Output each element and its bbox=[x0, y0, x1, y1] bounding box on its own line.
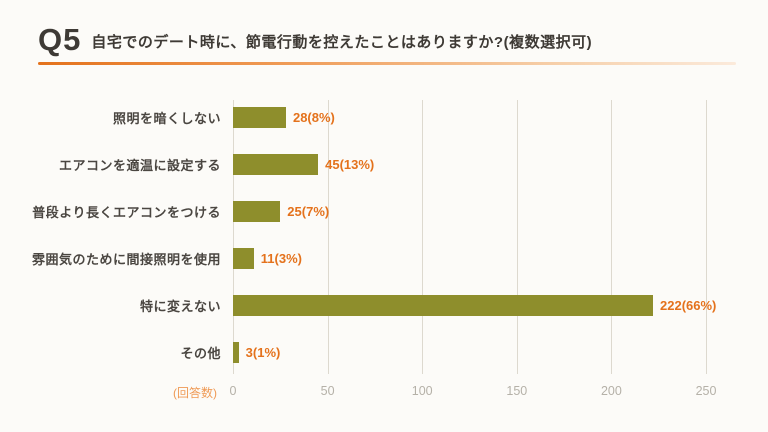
x-tick-label: 150 bbox=[506, 384, 528, 398]
bar bbox=[233, 201, 281, 222]
bar-value-label: 11(3%) bbox=[260, 251, 302, 266]
gridline bbox=[327, 100, 329, 374]
bar bbox=[233, 295, 654, 316]
bar-row: 雰囲気のために間接照明を使用 11(3%) bbox=[0, 235, 768, 282]
gridline bbox=[422, 100, 424, 374]
gridline bbox=[233, 100, 234, 374]
bar-track: 28(8%) bbox=[233, 107, 706, 128]
bar bbox=[233, 248, 254, 269]
x-axis: (回答数) 0 50 100 150 200 250 bbox=[0, 382, 768, 408]
bar-chart: 照明を暗くしない 28(8%) エアコンを適温に設定する 45(13%) 普段より長くエ… bbox=[0, 94, 768, 408]
question-number: Q5 bbox=[38, 22, 82, 57]
bar-track: 3(1%) bbox=[233, 342, 706, 363]
bar-row: エアコンを適温に設定する 45(13%) bbox=[0, 141, 768, 188]
bar-category-label: 照明を暗くしない bbox=[112, 111, 221, 126]
bar-track: 45(13%) bbox=[233, 154, 706, 175]
bar-value-label: 25(7%) bbox=[287, 204, 330, 219]
bar bbox=[233, 107, 286, 128]
gridline bbox=[611, 100, 613, 374]
bar-value-label: 222(66%) bbox=[660, 298, 717, 313]
bar-category-label: 特に変えない bbox=[139, 299, 221, 314]
question-header: Q5 自宅でのデート時に、節電行動を控えたことはありますか?(複数選択可) bbox=[38, 24, 736, 65]
x-tick-label: 0 bbox=[229, 384, 237, 398]
bar-value-label: 3(1%) bbox=[245, 345, 281, 360]
gridline bbox=[516, 100, 518, 374]
x-tick-label: 50 bbox=[320, 384, 335, 398]
x-tick-label: 250 bbox=[695, 384, 717, 398]
x-tick-label: 100 bbox=[411, 384, 433, 398]
bar-track: 222(66%) bbox=[233, 295, 716, 316]
chart-rows: 照明を暗くしない 28(8%) エアコンを適温に設定する 45(13%) 普段より長くエ… bbox=[0, 94, 768, 376]
x-axis-unit-label: (回答数) bbox=[173, 386, 217, 400]
bar-category-label: エアコンを適温に設定する bbox=[58, 158, 221, 173]
x-tick-label: 200 bbox=[600, 384, 622, 398]
gridline bbox=[706, 100, 707, 374]
bar-row: 特に変えない 222(66%) bbox=[0, 282, 768, 329]
gridlines bbox=[233, 100, 707, 374]
bar-row: その他 3(1%) bbox=[0, 329, 768, 376]
bar bbox=[233, 342, 239, 363]
question-title: 自宅でのデート時に、節電行動を控えたことはありますか?(複数選択可) bbox=[91, 34, 593, 51]
bar-category-label: 雰囲気のために間接照明を使用 bbox=[31, 252, 221, 267]
bar-track: 11(3%) bbox=[233, 248, 706, 269]
bar-value-label: 28(8%) bbox=[292, 110, 335, 125]
header-accent-rule bbox=[38, 62, 736, 65]
bar-value-label: 45(13%) bbox=[325, 157, 375, 172]
bar-category-label: その他 bbox=[180, 346, 221, 361]
plot-area: 照明を暗くしない 28(8%) エアコンを適温に設定する 45(13%) 普段より長くエ… bbox=[0, 94, 768, 376]
bar-row: 普段より長くエアコンをつける 25(7%) bbox=[0, 188, 768, 235]
bar-category-label: 普段より長くエアコンをつける bbox=[32, 205, 221, 220]
bar-track: 25(7%) bbox=[233, 201, 706, 222]
bar bbox=[233, 154, 319, 175]
x-axis-ticks: 0 50 100 150 200 250 bbox=[229, 384, 717, 404]
bar-row: 照明を暗くしない 28(8%) bbox=[0, 94, 768, 141]
